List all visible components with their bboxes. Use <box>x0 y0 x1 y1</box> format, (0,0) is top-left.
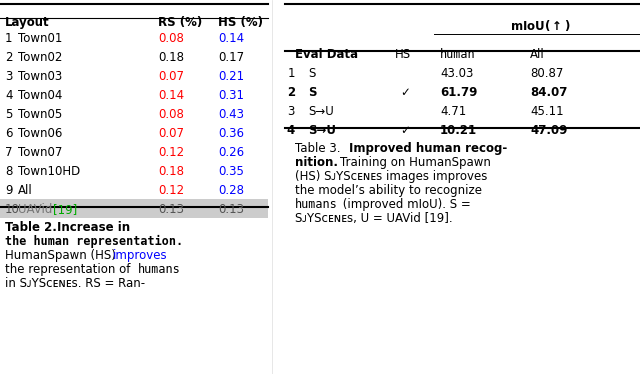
Text: Training on HumanSpawn: Training on HumanSpawn <box>340 156 491 169</box>
Text: Table 2.: Table 2. <box>5 221 57 234</box>
Text: 7: 7 <box>5 146 13 159</box>
Text: S: S <box>308 86 317 99</box>
Text: $\mathbf{mIoU(\uparrow)}$: $\mathbf{mIoU(\uparrow)}$ <box>510 18 570 33</box>
Text: 47.09: 47.09 <box>530 124 568 137</box>
Text: SᴊYSᴄᴇɴᴇs, U = UAVid [19].: SᴊYSᴄᴇɴᴇs, U = UAVid [19]. <box>295 212 452 225</box>
Text: Layout: Layout <box>5 16 50 29</box>
Text: 0.26: 0.26 <box>218 146 244 159</box>
Text: 0.35: 0.35 <box>218 165 244 178</box>
Text: ✓: ✓ <box>400 124 410 137</box>
Text: All: All <box>530 48 545 61</box>
Text: S→U: S→U <box>308 124 336 137</box>
Text: 0.28: 0.28 <box>218 184 244 197</box>
Text: 2: 2 <box>5 51 13 64</box>
Text: 0.14: 0.14 <box>158 89 184 102</box>
Text: Town07: Town07 <box>18 146 62 159</box>
Text: 0.31: 0.31 <box>218 89 244 102</box>
Text: 0.07: 0.07 <box>158 70 184 83</box>
Text: All: All <box>18 184 33 197</box>
Text: 45.11: 45.11 <box>530 105 564 118</box>
Text: the human representation.: the human representation. <box>5 235 183 248</box>
Text: 0.36: 0.36 <box>218 127 244 140</box>
Text: Town03: Town03 <box>18 70 62 83</box>
Text: HS (%): HS (%) <box>218 16 263 29</box>
Text: 0.14: 0.14 <box>218 32 244 45</box>
Text: 61.79: 61.79 <box>440 86 477 99</box>
Text: the representation of: the representation of <box>5 263 134 276</box>
Text: 3: 3 <box>287 105 295 118</box>
Text: Eval Data: Eval Data <box>295 48 358 61</box>
Text: Improved human recog-: Improved human recog- <box>349 142 508 155</box>
Text: humans: humans <box>295 198 338 211</box>
Text: Town02: Town02 <box>18 51 62 64</box>
Text: (improved mIoU). S =: (improved mIoU). S = <box>339 198 471 211</box>
Text: 2: 2 <box>287 86 295 99</box>
Text: UAVid: UAVid <box>18 203 56 216</box>
Text: human: human <box>440 48 476 61</box>
Text: 6: 6 <box>5 127 13 140</box>
Text: 1: 1 <box>287 67 295 80</box>
Text: 10: 10 <box>5 203 20 216</box>
Text: in SᴊYSᴄᴇɴᴇs. RS = Ran-: in SᴊYSᴄᴇɴᴇs. RS = Ran- <box>5 277 145 290</box>
Text: 0.43: 0.43 <box>218 108 244 121</box>
Bar <box>0 199 268 218</box>
Text: S→U: S→U <box>308 105 333 118</box>
Text: 0.12: 0.12 <box>158 146 184 159</box>
Text: 4: 4 <box>5 89 13 102</box>
Text: Town04: Town04 <box>18 89 62 102</box>
Text: 80.87: 80.87 <box>530 67 563 80</box>
Text: humans: humans <box>138 263 180 276</box>
Text: 10.21: 10.21 <box>440 124 477 137</box>
Text: Town05: Town05 <box>18 108 62 121</box>
Text: 4.71: 4.71 <box>440 105 467 118</box>
Text: 0.07: 0.07 <box>158 127 184 140</box>
Text: nition.: nition. <box>295 156 338 169</box>
Text: 0.13: 0.13 <box>158 203 184 216</box>
Text: ✓: ✓ <box>400 86 410 99</box>
Text: 3: 3 <box>5 70 12 83</box>
Text: 0.12: 0.12 <box>158 184 184 197</box>
Text: Increase in: Increase in <box>57 221 130 234</box>
Text: 84.07: 84.07 <box>530 86 568 99</box>
Text: [19]: [19] <box>53 203 77 216</box>
Text: 0.13: 0.13 <box>218 203 244 216</box>
Text: Town10HD: Town10HD <box>18 165 80 178</box>
Text: 0.08: 0.08 <box>158 108 184 121</box>
Text: 8: 8 <box>5 165 12 178</box>
Text: 4: 4 <box>287 124 295 137</box>
Text: 1: 1 <box>5 32 13 45</box>
Text: 43.03: 43.03 <box>440 67 474 80</box>
Text: RS (%): RS (%) <box>158 16 202 29</box>
Text: the model’s ability to recognize: the model’s ability to recognize <box>295 184 482 197</box>
Text: 9: 9 <box>5 184 13 197</box>
Text: Town01: Town01 <box>18 32 62 45</box>
Text: (HS) SᴊYSᴄᴇɴᴇs images improves: (HS) SᴊYSᴄᴇɴᴇs images improves <box>295 170 488 183</box>
Text: 0.18: 0.18 <box>158 165 184 178</box>
Text: Table 3.: Table 3. <box>295 142 340 155</box>
Text: 0.17: 0.17 <box>218 51 244 64</box>
Text: HS: HS <box>395 48 411 61</box>
Text: Town06: Town06 <box>18 127 62 140</box>
Text: 0.21: 0.21 <box>218 70 244 83</box>
Text: 0.08: 0.08 <box>158 32 184 45</box>
Text: S: S <box>308 67 316 80</box>
Text: improves: improves <box>113 249 168 262</box>
Text: HumanSpawn (HS): HumanSpawn (HS) <box>5 249 120 262</box>
Text: 0.18: 0.18 <box>158 51 184 64</box>
Text: 5: 5 <box>5 108 12 121</box>
